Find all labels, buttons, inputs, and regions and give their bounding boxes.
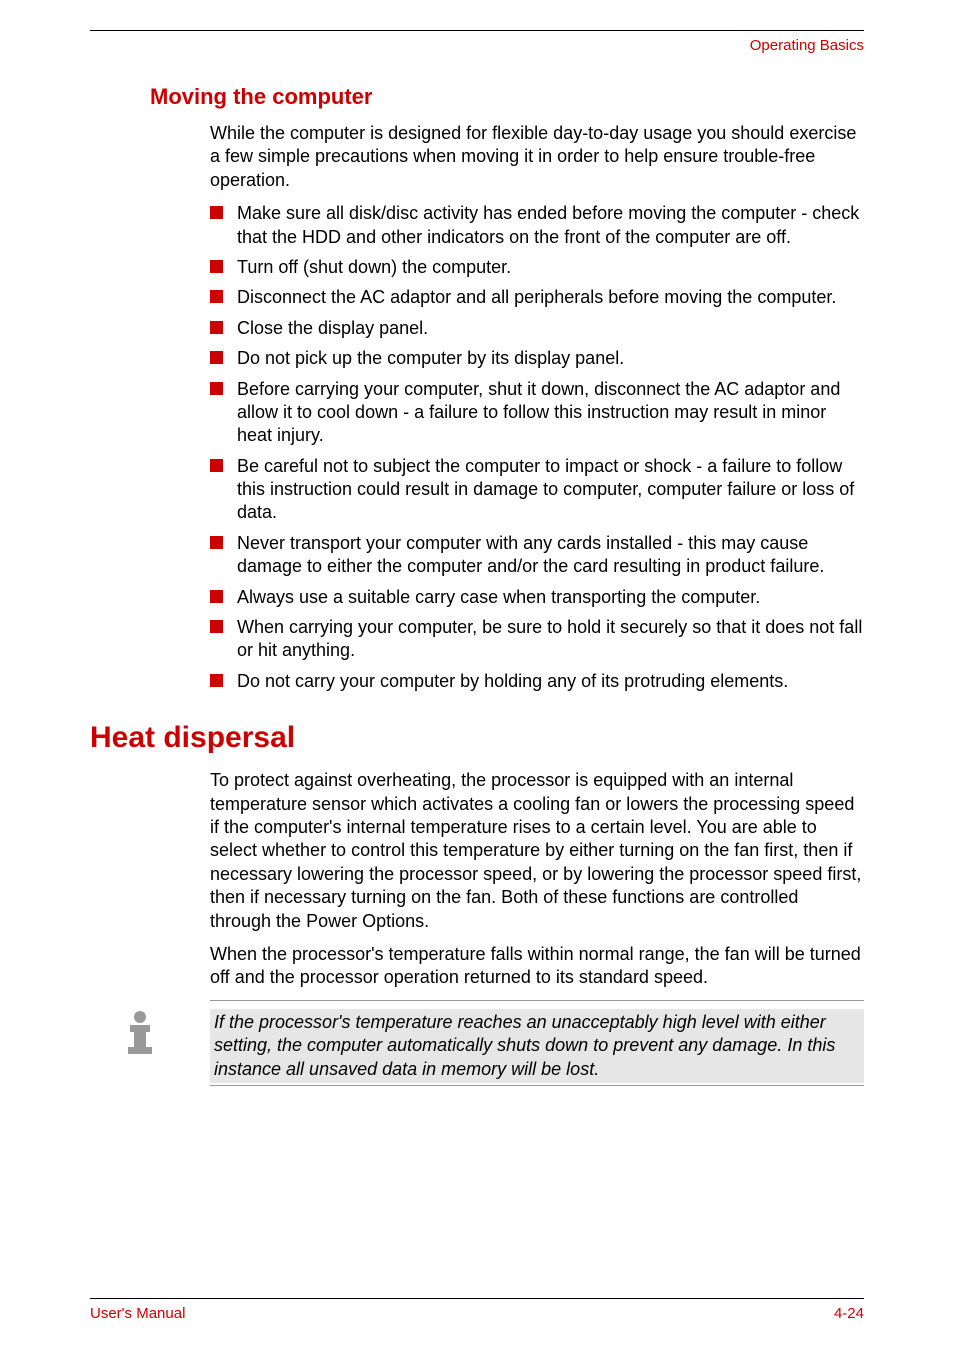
note-text: If the processor's temperature reaches a… — [210, 1009, 864, 1083]
footer-divider — [90, 1298, 864, 1299]
list-item: Always use a suitable carry case when tr… — [210, 586, 864, 609]
header-divider — [90, 30, 864, 31]
list-text: Turn off (shut down) the computer. — [237, 256, 511, 279]
bullet-icon — [210, 321, 223, 334]
section2-paragraph2: When the processor's temperature falls w… — [210, 943, 864, 990]
list-item: Do not carry your computer by holding an… — [210, 670, 864, 693]
list-text: Make sure all disk/disc activity has end… — [237, 202, 864, 249]
bullet-icon — [210, 536, 223, 549]
bullet-icon — [210, 351, 223, 364]
bullet-icon — [210, 382, 223, 395]
bullet-icon — [210, 290, 223, 303]
list-text: Be careful not to subject the computer t… — [237, 455, 864, 525]
section-heading-heat: Heat dispersal — [90, 721, 864, 755]
section1-intro: While the computer is designed for flexi… — [210, 122, 864, 192]
list-text: Always use a suitable carry case when tr… — [237, 586, 760, 609]
bullet-icon — [210, 620, 223, 633]
section1-list: Make sure all disk/disc activity has end… — [210, 202, 864, 693]
bullet-icon — [210, 260, 223, 273]
list-item: When carrying your computer, be sure to … — [210, 616, 864, 663]
list-text: Before carrying your computer, shut it d… — [237, 378, 864, 448]
list-item: Be careful not to subject the computer t… — [210, 455, 864, 525]
list-item: Do not pick up the computer by its displ… — [210, 347, 864, 370]
section-heading-moving: Moving the computer — [150, 84, 864, 110]
footer-left: User's Manual — [90, 1305, 185, 1322]
note-divider-top — [210, 1000, 864, 1001]
bullet-icon — [210, 590, 223, 603]
note-container: If the processor's temperature reaches a… — [90, 1009, 864, 1083]
bullet-icon — [210, 674, 223, 687]
bullet-icon — [210, 459, 223, 472]
list-text: When carrying your computer, be sure to … — [237, 616, 864, 663]
list-text: Do not carry your computer by holding an… — [237, 670, 788, 693]
list-item: Close the display panel. — [210, 317, 864, 340]
list-item: Disconnect the AC adaptor and all periph… — [210, 286, 864, 309]
section2-paragraph1: To protect against overheating, the proc… — [210, 769, 864, 933]
list-item: Turn off (shut down) the computer. — [210, 256, 864, 279]
footer-right: 4-24 — [834, 1305, 864, 1322]
note-divider-bottom — [210, 1085, 864, 1086]
list-item: Make sure all disk/disc activity has end… — [210, 202, 864, 249]
list-item: Before carrying your computer, shut it d… — [210, 378, 864, 448]
list-item: Never transport your computer with any c… — [210, 532, 864, 579]
footer: User's Manual 4-24 — [90, 1298, 864, 1322]
header-title: Operating Basics — [90, 37, 864, 54]
list-text: Never transport your computer with any c… — [237, 532, 864, 579]
bullet-icon — [210, 206, 223, 219]
list-text: Close the display panel. — [237, 317, 428, 340]
footer-content: User's Manual 4-24 — [90, 1305, 864, 1322]
list-text: Disconnect the AC adaptor and all periph… — [237, 286, 836, 309]
list-text: Do not pick up the computer by its displ… — [237, 347, 624, 370]
info-icon — [120, 1009, 160, 1057]
